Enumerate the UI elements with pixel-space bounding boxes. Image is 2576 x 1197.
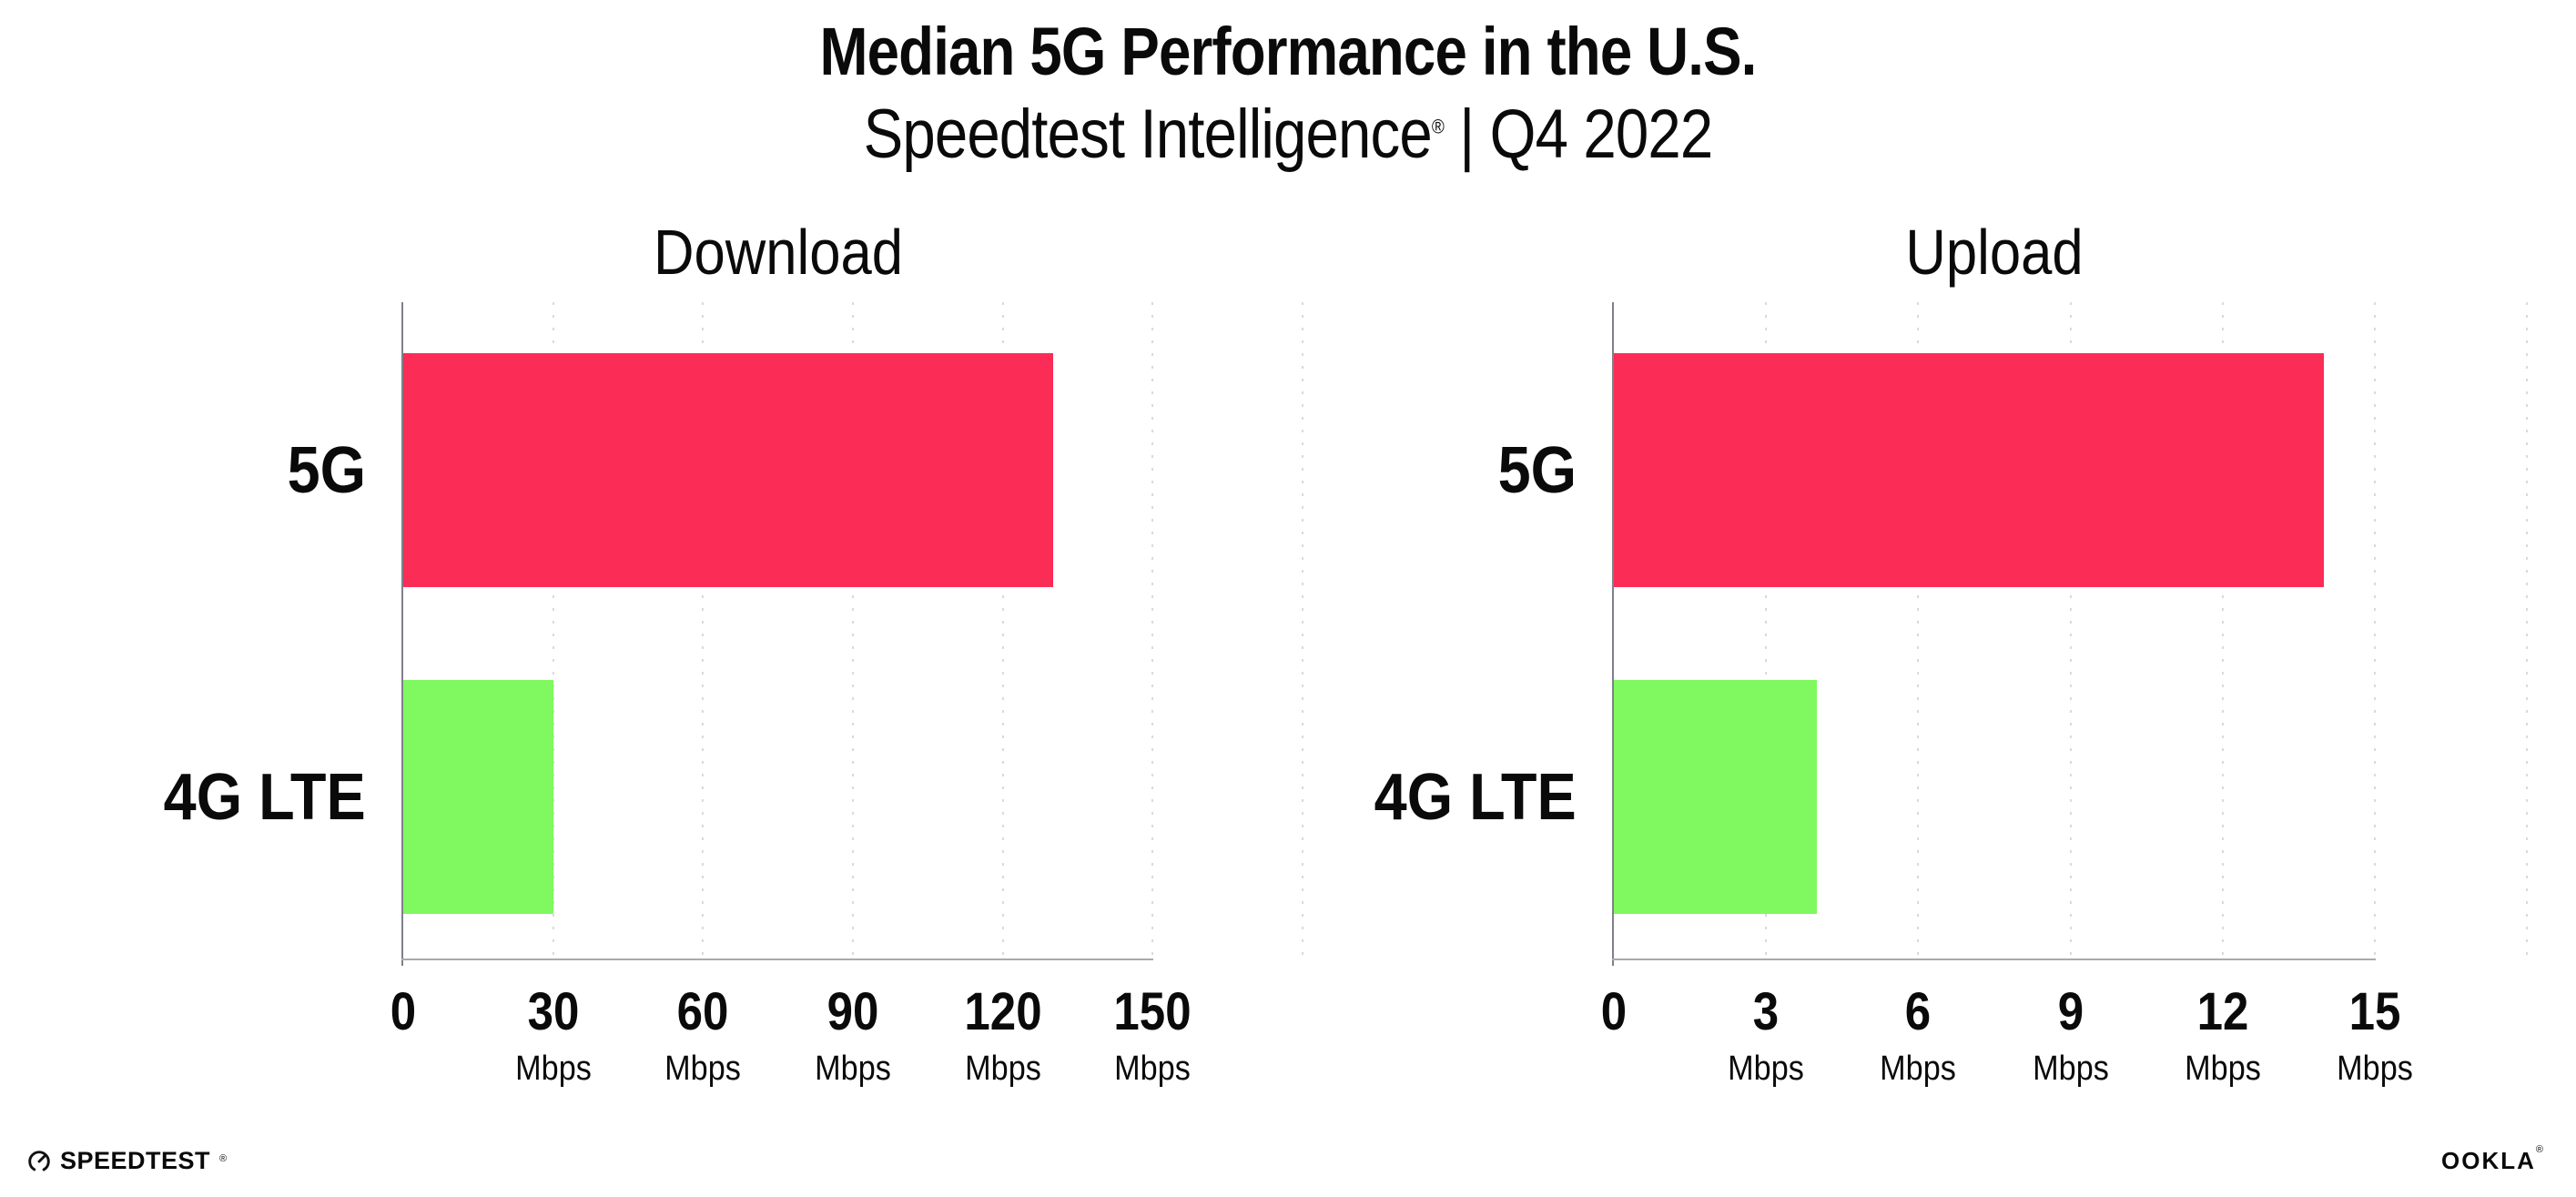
- x-tick-unit: Mbps: [664, 1050, 742, 1088]
- x-tick-unit: Mbps: [815, 1050, 891, 1088]
- gridline: [1001, 302, 1004, 959]
- x-axis-line: [1612, 959, 2376, 960]
- gridline: [1917, 302, 1920, 959]
- category-label-4g-lte: 4G LTE: [163, 760, 366, 834]
- x-tick-label: 120: [964, 982, 1042, 1041]
- x-tick-label: 6: [1905, 982, 1932, 1041]
- category-label-4g-lte: 4G LTE: [1374, 760, 1577, 834]
- x-tick-label: 150: [1113, 982, 1192, 1041]
- page-title: Median 5G Performance in the U.S.: [819, 14, 1757, 89]
- x-tick-unit: Mbps: [1880, 1050, 1957, 1088]
- gridline: [852, 302, 854, 959]
- bar-4g-lte: [403, 680, 553, 914]
- x-tick-unit: Mbps: [514, 1050, 592, 1088]
- x-tick-unit: Mbps: [2032, 1050, 2109, 1088]
- x-tick-unit: Mbps: [964, 1050, 1041, 1088]
- x-axis-line: [401, 959, 1153, 960]
- page-subtitle: Speedtest Intelligence® | Q4 2022: [180, 96, 2396, 173]
- x-tick-label: 0: [390, 982, 417, 1041]
- ookla-logo: OOKLA ®: [2441, 1144, 2543, 1175]
- upload-chart: Upload 0 3 Mbps 6 Mbps 9 Mbps 12 Mbps 15 Mbps 5G 4G …: [1374, 220, 2528, 1086]
- registered-mark-icon: ®: [2535, 1144, 2543, 1155]
- x-tick-unit: Mbps: [1114, 1050, 1192, 1088]
- x-tick-unit: Mbps: [2337, 1050, 2413, 1088]
- bar-4g-lte: [1614, 680, 1817, 914]
- category-label-5g: 5G: [1497, 433, 1577, 507]
- x-tick-label: 12: [2196, 982, 2249, 1041]
- x-tick-label: 90: [827, 982, 879, 1041]
- speedtest-wordmark: SPEEDTEST: [60, 1147, 211, 1174]
- gridline: [702, 302, 705, 959]
- speedtest-gauge-icon: [28, 1150, 50, 1172]
- y-axis-line: [401, 302, 403, 966]
- gridline: [2526, 302, 2528, 959]
- gridline: [1302, 302, 1303, 959]
- gridline: [1765, 302, 1768, 959]
- x-tick-label: 60: [676, 982, 729, 1041]
- x-tick-label: 3: [1752, 982, 1780, 1041]
- gridline: [552, 302, 554, 959]
- category-label-5g: 5G: [287, 433, 366, 507]
- x-tick-unit: Mbps: [2184, 1050, 2261, 1088]
- bar-5g: [403, 353, 1053, 587]
- ookla-wordmark: OOKLA: [2441, 1147, 2536, 1174]
- gridline: [2069, 302, 2072, 959]
- chart-title: Download: [653, 217, 903, 288]
- gridline: [1151, 302, 1154, 959]
- y-axis-line: [1612, 302, 1614, 966]
- x-tick-label: 0: [1600, 982, 1628, 1041]
- subtitle-period: | Q4 2022: [1443, 96, 1713, 173]
- download-chart: Download 0 30 Mbps 60 Mbps 90 Mbps 120 Mbps 150 Mb…: [164, 220, 1303, 1086]
- registered-mark-icon: ®: [1431, 115, 1445, 138]
- bar-5g: [1614, 353, 2325, 587]
- registered-mark-icon: ®: [219, 1153, 228, 1164]
- speedtest-logo: SPEEDTEST ®: [27, 1147, 227, 1175]
- x-tick-unit: Mbps: [1728, 1050, 1804, 1088]
- x-tick-label: 9: [2057, 982, 2084, 1041]
- gridline: [2373, 302, 2376, 959]
- x-tick-label: 30: [527, 982, 580, 1041]
- gridline: [2221, 302, 2224, 959]
- x-tick-label: 15: [2348, 982, 2401, 1041]
- subtitle-brand: Speedtest Intelligence: [863, 96, 1433, 173]
- chart-title: Upload: [1905, 217, 2084, 288]
